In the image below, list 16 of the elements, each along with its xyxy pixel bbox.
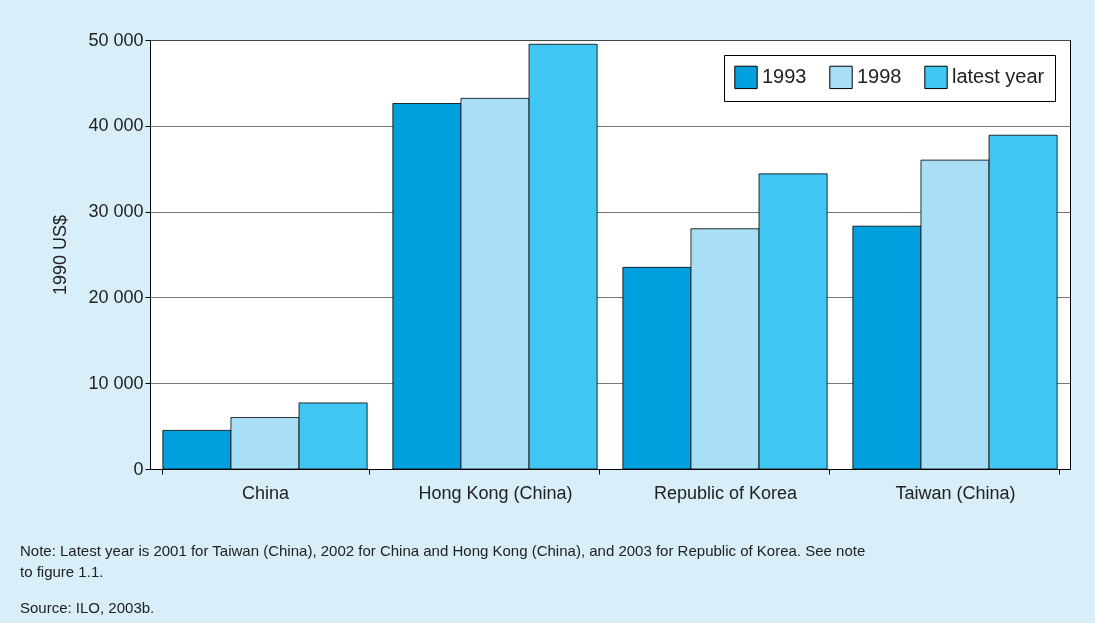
source-note: Source: ILO, 2003b. [20,599,155,616]
y-tick-label: 30 000 [88,201,144,222]
y-axis-title: 1990 US$ [50,214,71,296]
y-tick-label: 10 000 [88,372,144,393]
legend-label: latest year [952,65,1045,88]
x-tick-label: China [241,482,290,503]
y-tick-label: 0 [133,458,144,479]
x-tick-label: Taiwan (China) [895,482,1016,503]
y-tick-label: 40 000 [88,115,144,136]
text: Note: Latest year is 2001 for Taiwan (China), 2002 for China and Hong Kong (China), and 2003 for Republic of Korea. See note to figure 1.1. [20,542,866,580]
y-tick-label: 20 000 [88,286,144,307]
x-tick-label: Republic of Korea [653,482,799,503]
legend-label: 1998 [857,65,902,88]
x-tick-label: Hong Kong (China) [418,482,573,503]
y-tick-label: 50 000 [88,29,144,50]
legend-label: 1993 [762,65,807,88]
